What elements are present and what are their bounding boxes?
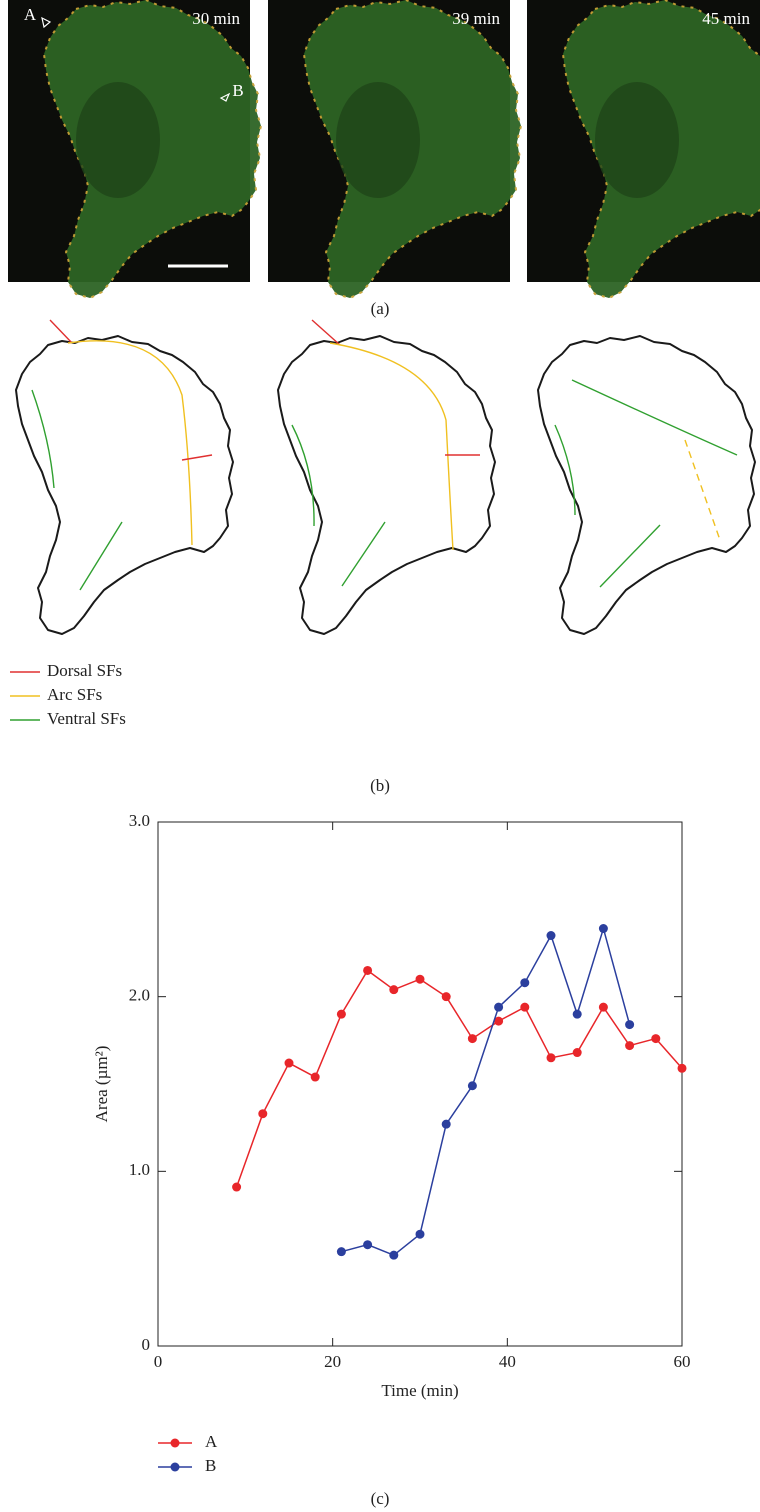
data-point	[467, 1081, 477, 1091]
cell-outline	[537, 335, 756, 635]
data-point	[363, 965, 373, 975]
x-tick-label: 20	[324, 1352, 341, 1371]
data-point	[389, 1250, 399, 1260]
y-tick-label: 1.0	[129, 1160, 150, 1179]
caption: (c)	[371, 1489, 390, 1508]
stress-fibre	[311, 319, 341, 346]
data-point	[336, 1009, 346, 1019]
stress-fibre	[31, 389, 55, 489]
stress-fibre	[329, 342, 454, 551]
y-tick-label: 2.0	[129, 986, 150, 1005]
data-point	[520, 978, 530, 988]
data-point	[651, 1034, 661, 1044]
stress-fibre	[67, 340, 193, 546]
stress-fibre	[291, 424, 315, 527]
y-tick-label: 3.0	[129, 811, 150, 830]
stress-fibre	[49, 319, 73, 344]
panel-a: 30 min 39 min 45 min A B	[8, 0, 760, 299]
stress-fibre	[571, 379, 738, 456]
y-tick-label: 0	[142, 1335, 151, 1354]
time-label: 30 min	[192, 9, 240, 28]
cell-outline	[277, 335, 496, 635]
data-point	[415, 1229, 425, 1239]
marker-label: B	[232, 81, 243, 100]
data-point	[494, 1002, 504, 1012]
x-tick-label: 0	[154, 1352, 163, 1371]
legend-label: B	[205, 1456, 216, 1475]
x-tick-label: 40	[499, 1352, 516, 1371]
marker-label: A	[24, 5, 37, 24]
marker-arrow	[219, 92, 231, 102]
data-point	[336, 1247, 346, 1257]
micrograph: 30 min	[8, 0, 262, 299]
chart: 0 1.0 2.0 3.0 0 20 40 60 Time (min) Area (µm²) AB (…	[92, 811, 691, 1508]
legend-marker	[170, 1462, 180, 1472]
data-point	[572, 1048, 582, 1058]
nucleus	[595, 82, 679, 198]
stress-fibre	[341, 521, 386, 587]
marker-arrow	[41, 16, 52, 29]
data-point	[284, 1058, 294, 1068]
data-point	[389, 985, 399, 995]
plot-frame	[157, 821, 683, 1347]
legend-label: Dorsal SFs	[47, 661, 122, 680]
data-point	[232, 1182, 242, 1192]
data-point	[598, 924, 608, 934]
x-axis-label: Time (min)	[381, 1381, 458, 1400]
stress-fibre	[79, 521, 123, 591]
data-point	[546, 931, 556, 941]
panel-b: Dorsal SFs Arc SFs Ventral SFs	[10, 319, 756, 728]
data-point	[625, 1020, 635, 1030]
data-point	[677, 1063, 687, 1073]
micrograph: 39 min	[268, 0, 522, 299]
data-point	[258, 1109, 268, 1119]
data-point	[625, 1041, 635, 1051]
legend-label: Ventral SFs	[47, 709, 126, 728]
caption: (b)	[370, 776, 390, 795]
stress-fibre	[554, 424, 576, 516]
stress-fibre	[599, 524, 661, 588]
data-point	[467, 1034, 477, 1044]
data-point	[441, 1119, 451, 1129]
legend-label: A	[205, 1432, 218, 1451]
data-point	[441, 992, 451, 1002]
cell-outline	[15, 335, 234, 635]
data-point	[520, 1002, 530, 1012]
micrograph: 45 min	[527, 0, 760, 299]
nucleus	[76, 82, 160, 198]
x-tick-label: 60	[674, 1352, 691, 1371]
data-point	[363, 1240, 373, 1250]
caption: (a)	[371, 299, 390, 318]
data-point	[572, 1009, 582, 1019]
data-point	[494, 1016, 504, 1026]
legend-marker	[170, 1438, 180, 1448]
time-label: 45 min	[702, 9, 750, 28]
data-point	[546, 1053, 556, 1063]
data-line	[341, 925, 631, 1257]
stress-fibre	[684, 439, 721, 541]
y-axis-label: Area (µm²)	[92, 1046, 111, 1123]
data-point	[415, 974, 425, 984]
data-line	[235, 969, 683, 1188]
legend-label: Arc SFs	[47, 685, 102, 704]
nucleus	[336, 82, 420, 198]
data-point	[310, 1072, 320, 1082]
stress-fibre	[181, 454, 213, 461]
time-label: 39 min	[452, 9, 500, 28]
data-point	[598, 1002, 608, 1012]
